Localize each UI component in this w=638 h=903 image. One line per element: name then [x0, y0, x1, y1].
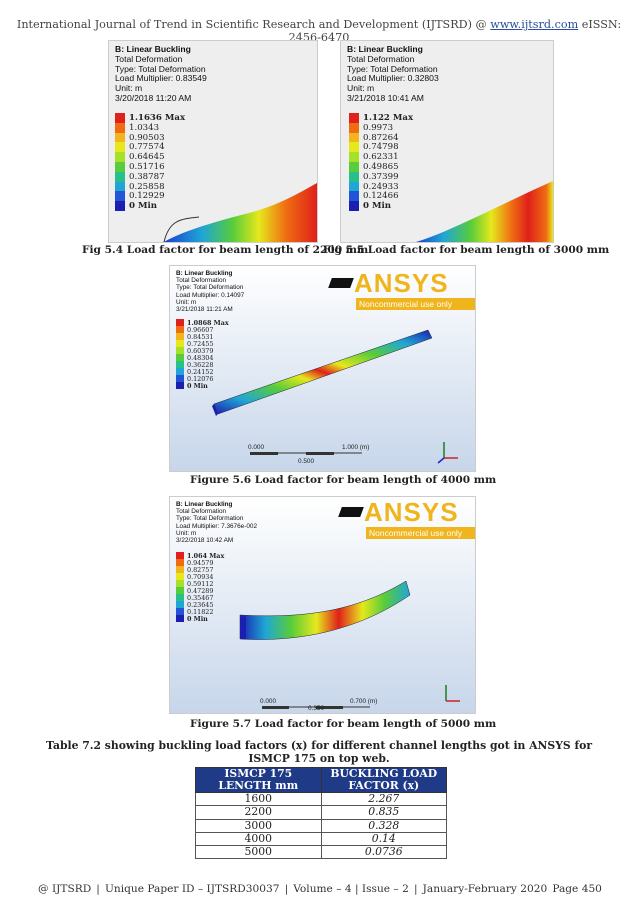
- table-row: 1600 2.267: [195, 791, 447, 807]
- page-number: Page 450: [552, 883, 602, 895]
- axis-triad-icon: [437, 442, 458, 464]
- table-caption: Table 7.2 showing buckling load factors …: [45, 739, 593, 765]
- fig-5-5-beam: [416, 181, 553, 242]
- fig-5-6-screenshot: B: Linear Buckling Total Deformation Typ…: [169, 265, 476, 472]
- fig-5-4-beam: [163, 183, 317, 242]
- fig-5-5-screenshot: B: Linear Buckling Total Deformation Typ…: [340, 40, 554, 243]
- table-row: 4000 0.14: [195, 831, 447, 847]
- fig-5-6-legend: B: Linear Buckling Total Deformation Typ…: [176, 270, 245, 314]
- graduation-cap-icon: [338, 507, 364, 517]
- ruler-end: 1.000 (m): [342, 444, 370, 451]
- fig-5-6-beam: [212, 329, 433, 455]
- fig-5-6-caption: Figure 5.6 Load factor for beam length o…: [190, 474, 497, 486]
- column-header-length: ISMCP 175 LENGTH mm: [195, 767, 322, 793]
- ruler-start: 0.000: [248, 444, 264, 451]
- ruler-mid: 0.350: [308, 705, 324, 712]
- column-header-factor: BUCKLING LOAD FACTOR (x): [320, 767, 447, 793]
- fig-5-7-legend: B: Linear Buckling Total Deformation Typ…: [176, 501, 258, 545]
- fig-5-5-legend: B: Linear Buckling Total Deformation Typ…: [347, 44, 439, 103]
- axis-triad-icon: [445, 685, 460, 702]
- fig-5-7-screenshot: B: Linear Buckling Total Deformation Typ…: [169, 496, 476, 714]
- running-footer: @ IJTSRD | Unique Paper ID – IJTSRD30037…: [38, 883, 602, 895]
- running-header: International Journal of Trend in Scient…: [16, 18, 622, 44]
- journal-link[interactable]: www.ijtsrd.com: [490, 18, 579, 31]
- table-row: 5000 0.0736: [195, 845, 447, 860]
- fig-5-4-caption: Fig 5.4 Load factor for beam length of 2…: [82, 244, 369, 256]
- fig-5-4-screenshot: B: Linear Buckling Total Deformation Typ…: [108, 40, 318, 243]
- fig-5-4-legend: B: Linear Buckling Total Deformation Typ…: [115, 44, 207, 103]
- table-header-row: ISMCP 175 LENGTH mm BUCKLING LOAD FACTOR…: [195, 767, 447, 793]
- ruler-mid: 0.500: [298, 458, 314, 465]
- graduation-cap-icon: [328, 278, 354, 288]
- table-row: 3000 0.328: [195, 818, 447, 833]
- fig-5-7-caption: Figure 5.7 Load factor for beam length o…: [190, 718, 497, 730]
- fig-5-5-caption: Fig 5.5 Load factor for beam length of 3…: [323, 244, 610, 256]
- buckling-table: ISMCP 175 LENGTH mm BUCKLING LOAD FACTOR…: [195, 767, 447, 860]
- ruler-end: 0.700 (m): [350, 698, 378, 705]
- fig-5-7-beam: [239, 580, 411, 709]
- ruler-start: 0.000: [260, 698, 276, 705]
- table-row: 2200 0.835: [195, 805, 447, 820]
